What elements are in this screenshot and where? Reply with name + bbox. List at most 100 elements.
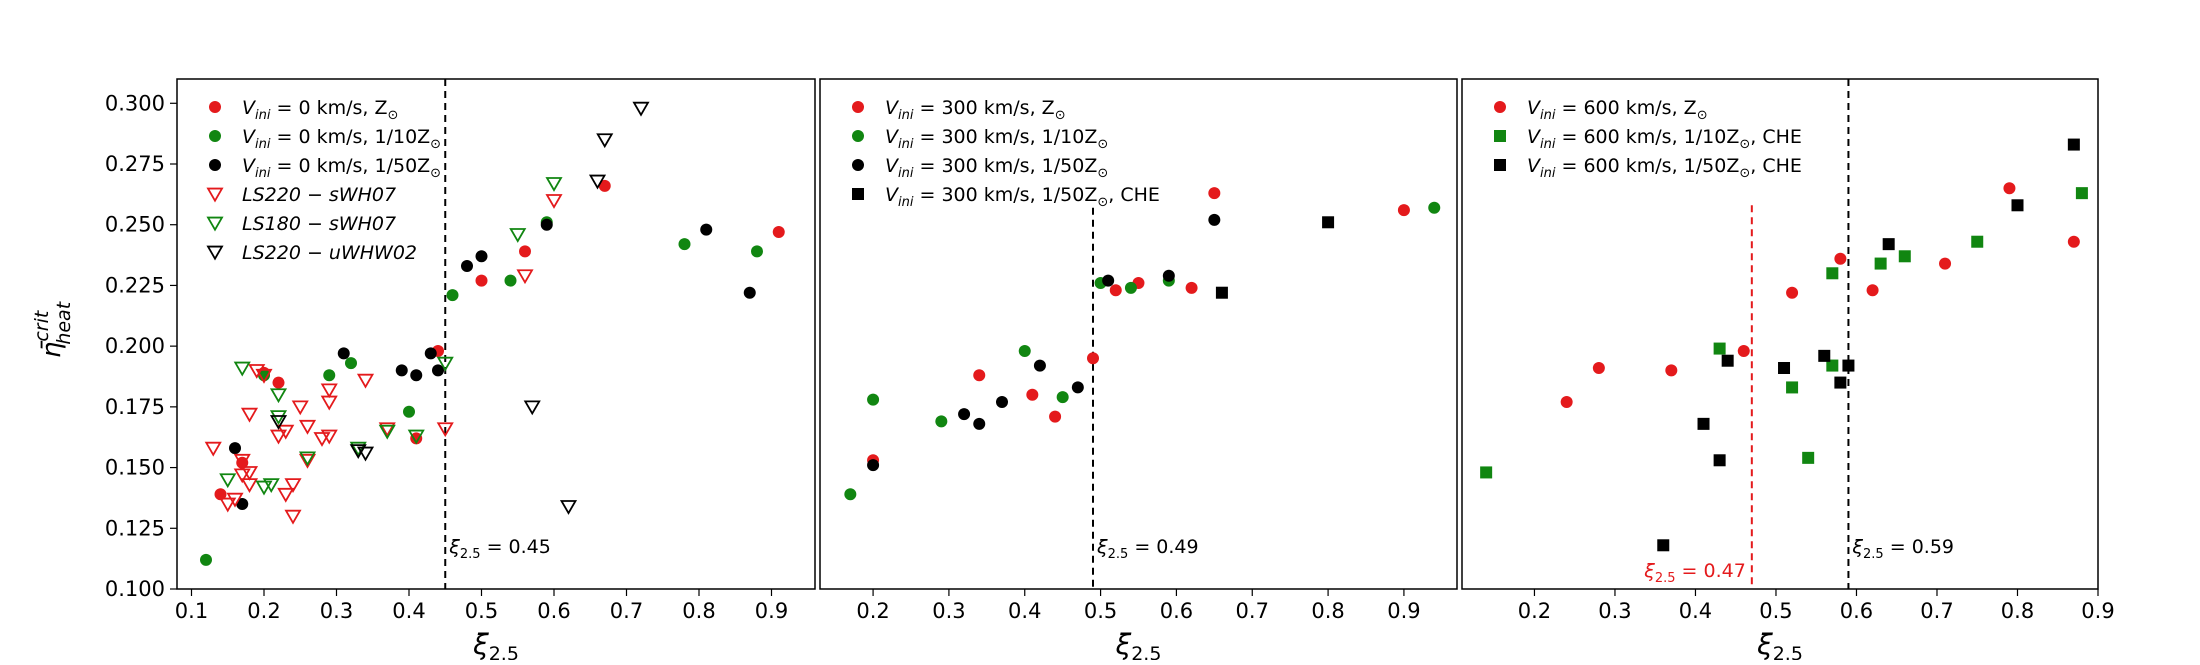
legend-label-text: = 300 km/s, 1/10Z [913, 126, 1097, 148]
legend-label-sub: ini [898, 166, 914, 181]
legend-label: Vini = 600 km/s, Z⊙ [1527, 97, 1708, 123]
threshold-label-value: = 0.59 [1884, 536, 1954, 558]
data-point [240, 407, 259, 423]
y-axis-label: η̄critheat [31, 300, 75, 358]
x-tick-label: 0.6 [1840, 599, 1873, 623]
legend-label-text: = 600 km/s, 1/10Z [1555, 126, 1739, 148]
data-point [2075, 187, 2088, 200]
y-axis-label-sub: heat [53, 300, 75, 344]
data-point [200, 553, 212, 566]
data-point [1162, 269, 1175, 282]
legend-marker [1494, 130, 1506, 142]
data-point [678, 238, 691, 251]
threshold-label: ξ2.5 = 0.49 [1096, 536, 1199, 562]
threshold-label: ξ2.5 = 0.47 [1643, 560, 1746, 586]
data-point [1826, 359, 1839, 372]
y-tick-label: 0.250 [105, 213, 165, 237]
data-point [236, 498, 249, 510]
data-point [1786, 381, 1799, 394]
data-point [516, 269, 534, 285]
data-point [509, 228, 527, 243]
legend-label: Vini = 0 km/s, 1/10Z⊙ [242, 126, 441, 152]
legend-label-sun: ⊙ [1097, 137, 1108, 152]
data-point [1866, 284, 1879, 297]
data-point [1713, 454, 1726, 467]
legend-label-tail: , CHE [1750, 155, 1802, 177]
data-point [349, 444, 367, 460]
y-axis-label-main: η̄ [37, 340, 67, 358]
data-point [1737, 345, 1750, 357]
y-tick-label: 0.125 [105, 516, 165, 540]
legend: Vini = 0 km/s, Z⊙Vini = 0 km/s, 1/10Z⊙Vi… [206, 97, 441, 264]
legend-marker [852, 188, 864, 200]
data-point [1592, 362, 1605, 374]
y-tick-label: 0.200 [105, 334, 165, 358]
data-point [973, 369, 986, 382]
threshold-label: ξ2.5 = 0.45 [448, 536, 551, 562]
y-tick-label: 0.225 [105, 273, 165, 297]
data-point [1842, 359, 1855, 372]
legend-label-tail: , CHE [1750, 126, 1802, 148]
threshold-label-value: = 0.45 [481, 536, 551, 558]
legend-label: LS220 − sWH07 [242, 184, 396, 206]
data-point [540, 218, 553, 231]
legend-label-sub: ini [898, 137, 914, 152]
series-square-green [1480, 187, 2088, 479]
data-point [1026, 388, 1039, 401]
data-point [255, 368, 273, 384]
legend-label: Vini = 600 km/s, 1/10Z⊙, CHE [1527, 126, 1802, 152]
data-point [2011, 199, 2024, 212]
legend-label-sun: ⊙ [1097, 195, 1108, 210]
series-tri-down-red [204, 194, 563, 525]
series-tri-down-green [219, 177, 563, 496]
legend-label-symbol: V [885, 184, 900, 206]
plot-frame [176, 78, 816, 590]
data-point [1102, 274, 1115, 287]
x-tick-label: 0.9 [2081, 599, 2114, 623]
legend-label-sun: ⊙ [1739, 166, 1750, 181]
legend-marker [852, 130, 864, 142]
data-point [432, 364, 444, 377]
data-point [337, 347, 350, 360]
data-point [356, 446, 375, 462]
svg-text:η̄critheat: η̄critheat [31, 300, 75, 358]
data-point [1697, 417, 1710, 430]
data-point [1874, 257, 1887, 270]
x-tick-label: 0.4 [1008, 599, 1041, 623]
data-point [1802, 451, 1815, 464]
data-point [1087, 352, 1099, 365]
x-tick-label: 0.9 [755, 599, 788, 623]
x-tick-label: 0.2 [247, 599, 280, 623]
data-point [1778, 362, 1791, 374]
legend-label-sub: ini [898, 195, 914, 210]
data-point [320, 429, 338, 445]
x-axis-label-sub: 2.5 [489, 643, 519, 660]
legend-marker [1494, 159, 1506, 171]
legend-label-sun: ⊙ [388, 108, 399, 123]
data-point [255, 480, 273, 496]
threshold-label-symbol: ξ [1851, 536, 1863, 558]
legend-label-tail: , CHE [1108, 184, 1160, 206]
legend-marker [206, 216, 224, 232]
data-point [1939, 257, 1952, 270]
data-point [269, 410, 288, 426]
threshold-label: ξ2.5 = 0.59 [1851, 536, 1954, 562]
panel-left: 0.1 0.2 0.3 0.4 0.5 0.6 0.7 0.8 0.9 0.100 0.125 0.1… [105, 78, 816, 665]
legend-label-symbol: V [242, 155, 257, 177]
threshold-label-sub: 2.5 [460, 547, 481, 562]
x-tick-label: 0.7 [610, 599, 643, 623]
x-axis-label: ξ2.5 [472, 628, 519, 660]
legend-label-sun: ⊙ [430, 137, 441, 152]
data-point [298, 451, 317, 467]
data-point [446, 289, 459, 302]
legend-label-symbol: V [242, 126, 257, 148]
x-axis-label: ξ2.5 [1756, 628, 1803, 660]
y-tick-label: 0.175 [105, 395, 165, 419]
threshold-label-symbol: ξ [1096, 536, 1108, 558]
data-point [958, 408, 971, 421]
data-point [1208, 213, 1221, 226]
x-axis-label-main: ξ [1115, 628, 1132, 660]
data-point [1898, 250, 1911, 263]
legend-label-text: LS180 − sWH07 [242, 213, 396, 235]
